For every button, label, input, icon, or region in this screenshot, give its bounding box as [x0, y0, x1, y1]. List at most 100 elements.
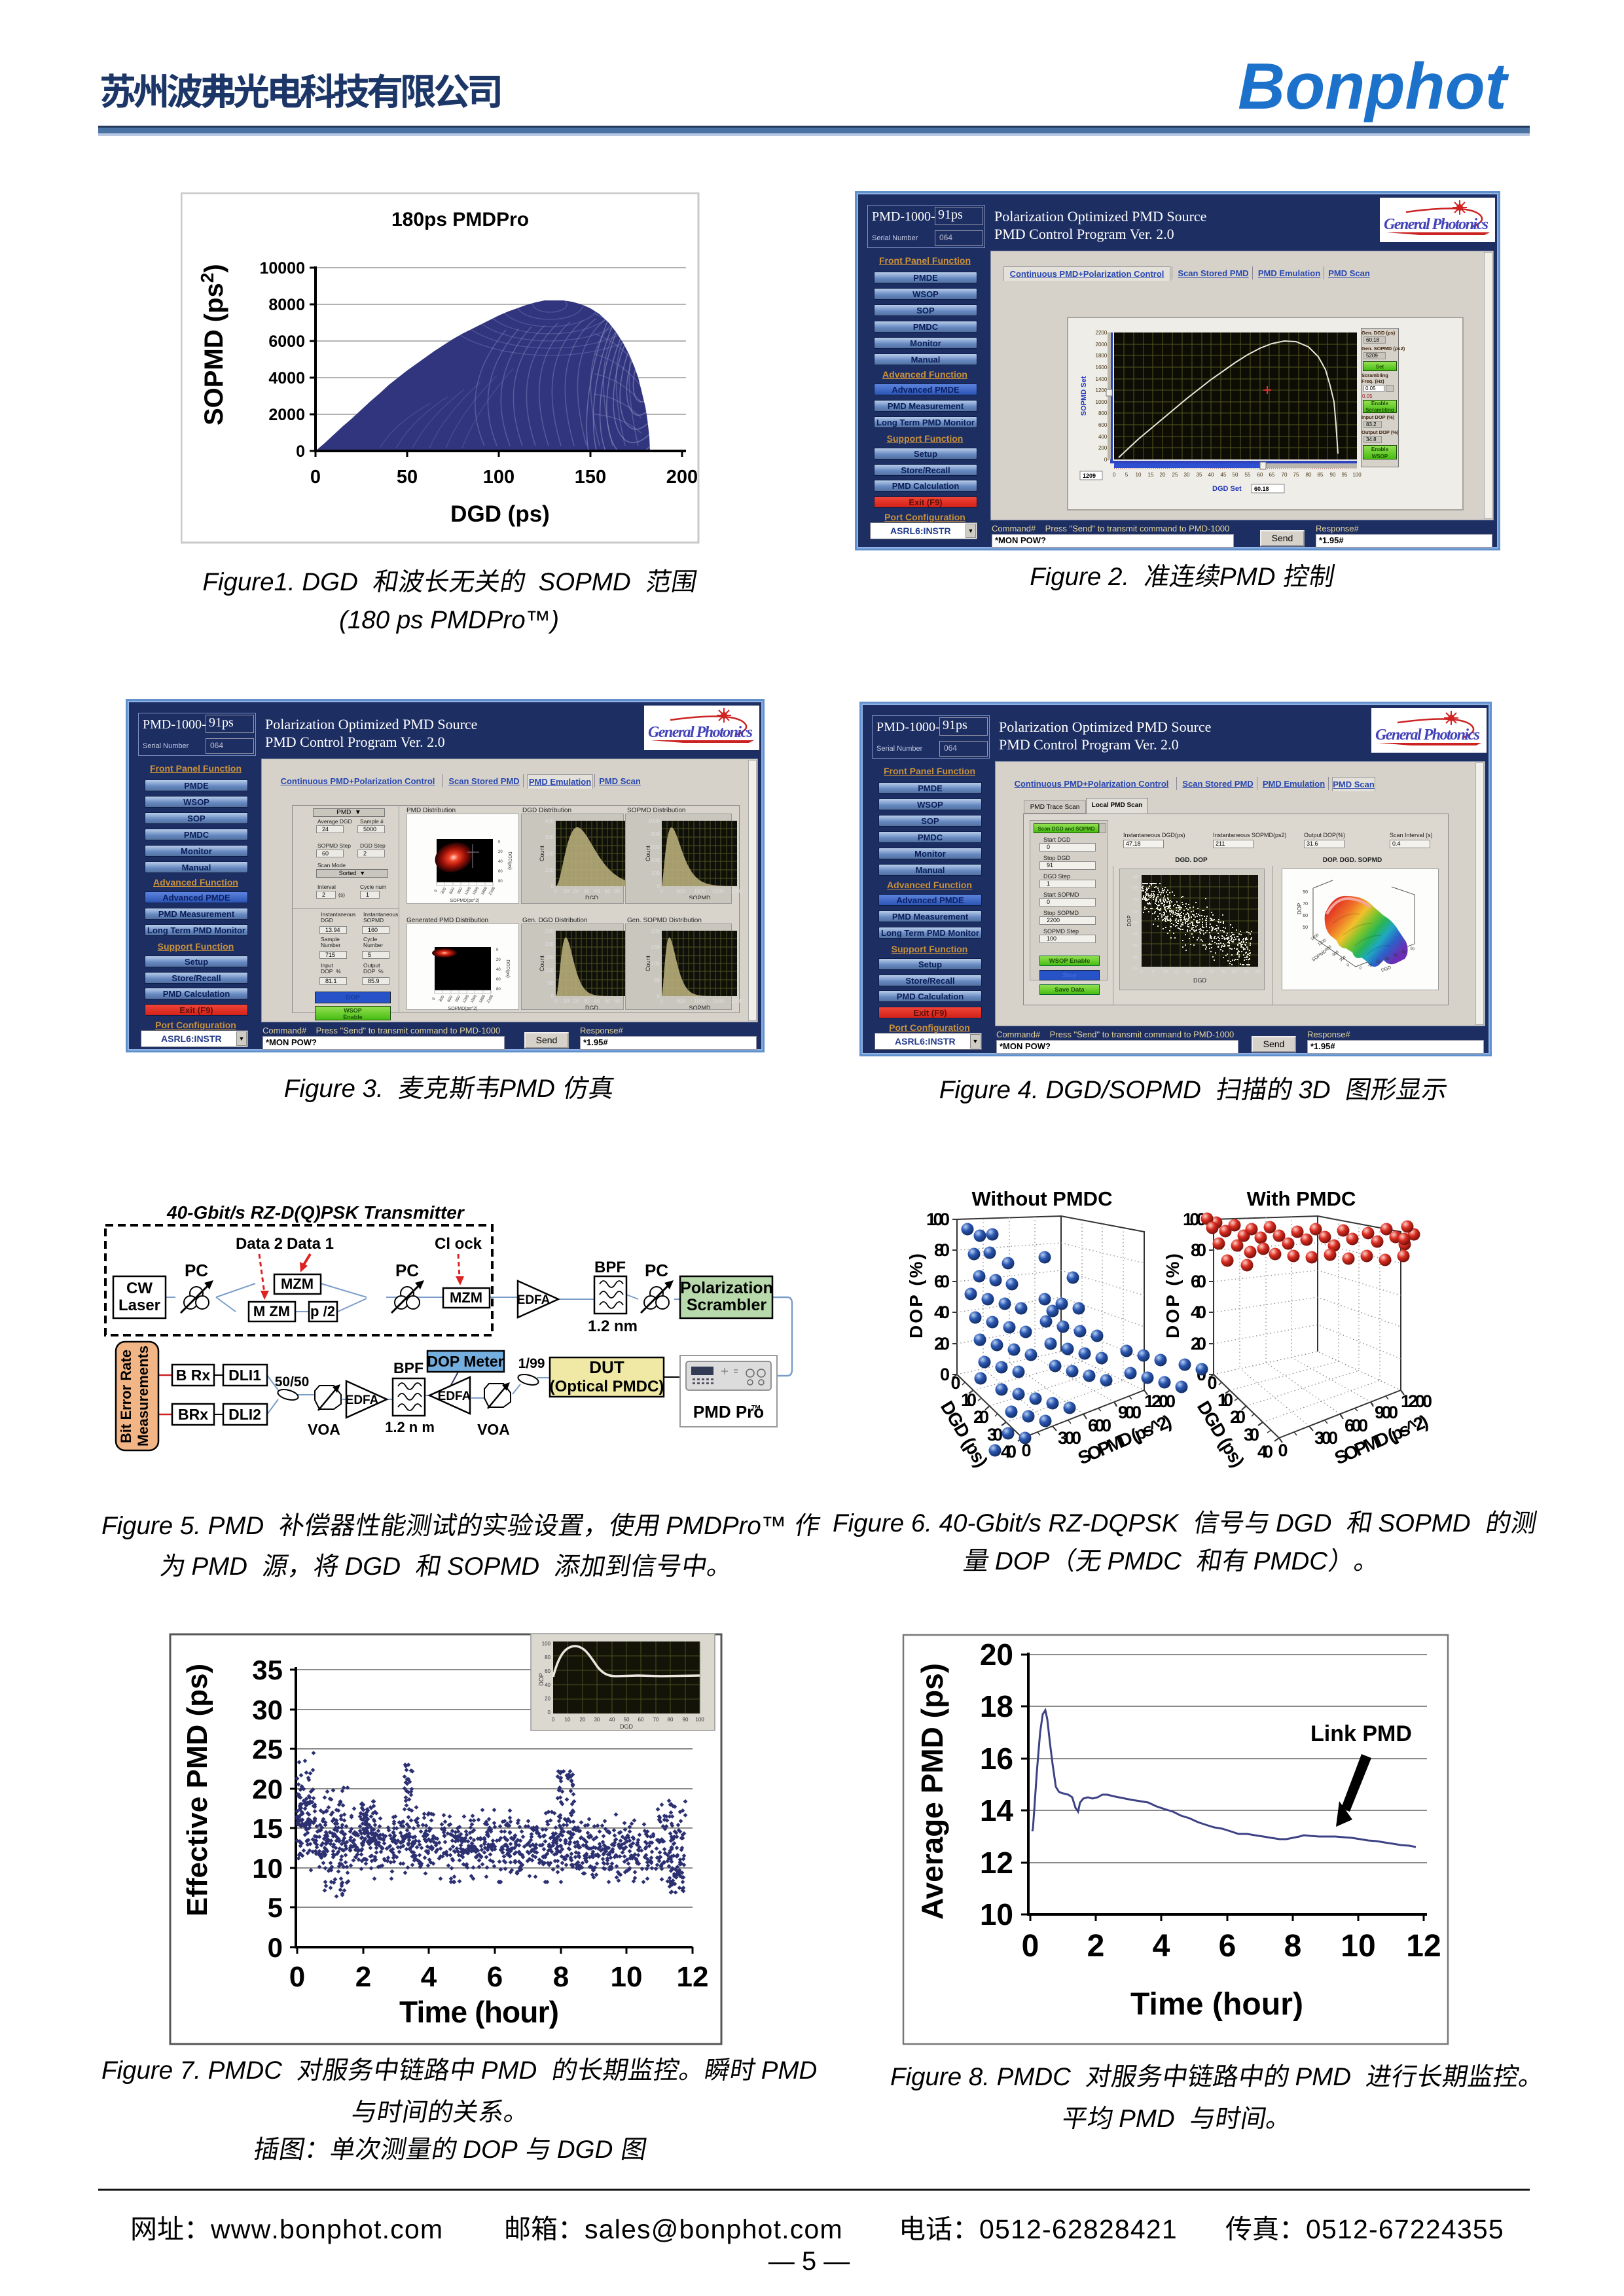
svg-text:BPF: BPF: [393, 1359, 424, 1376]
svg-text:10: 10: [611, 1961, 643, 1993]
svg-text:0: 0: [660, 998, 664, 1004]
svg-text:M ZM: M ZM: [253, 1303, 290, 1319]
svg-text:0: 0: [548, 1710, 551, 1715]
svg-text:70-: 70-: [1132, 898, 1140, 903]
svg-text:0: 0: [1358, 966, 1362, 971]
svg-text:5: 5: [268, 1892, 283, 1923]
svg-text:95: 95: [1342, 472, 1348, 478]
svg-text:40: 40: [1001, 1442, 1017, 1462]
svg-text:0: 0: [950, 1373, 960, 1393]
svg-text:75: 75: [1293, 472, 1299, 478]
svg-text:200: 200: [651, 928, 660, 934]
svg-text:10: 10: [961, 1390, 977, 1410]
svg-text:30: 30: [1244, 1425, 1259, 1444]
svg-text:65: 65: [1269, 472, 1275, 478]
svg-text:40: 40: [609, 1717, 615, 1723]
svg-text:0: 0: [552, 1717, 555, 1723]
svg-text:DGD: DGD: [620, 1723, 634, 1730]
svg-text:100: 100: [1352, 472, 1362, 478]
svg-text:40: 40: [1257, 1442, 1273, 1462]
svg-text:40: 40: [594, 998, 600, 1004]
svg-text:18: 18: [980, 1689, 1013, 1723]
svg-text:DGD: DGD: [1193, 977, 1207, 984]
svg-text:40: 40: [594, 888, 600, 894]
svg-text:0: 0: [1140, 970, 1143, 975]
svg-text:Data 1: Data 1: [287, 1235, 334, 1253]
svg-text:60.18: 60.18: [1254, 486, 1269, 492]
svg-text:1600-: 1600-: [1096, 365, 1110, 370]
svg-text:300: 300: [545, 834, 554, 840]
svg-text:50: 50: [605, 888, 611, 894]
svg-text:80: 80: [934, 1240, 950, 1260]
svg-text:BPF: BPF: [594, 1259, 626, 1276]
svg-text:Bit Error Rate: Bit Error Rate: [118, 1350, 134, 1443]
svg-text:60: 60: [1257, 472, 1263, 478]
svg-text:DLI2: DLI2: [228, 1406, 261, 1423]
svg-text:PC: PC: [645, 1261, 668, 1280]
svg-text:2000: 2000: [731, 998, 742, 1004]
svg-text:20: 20: [573, 998, 579, 1004]
svg-text:100: 100: [542, 1641, 551, 1647]
svg-text:600: 600: [447, 995, 454, 1003]
svg-text:300: 300: [1339, 956, 1347, 963]
svg-text:0: 0: [551, 994, 554, 999]
svg-text:PC: PC: [395, 1261, 419, 1280]
svg-text:1000-: 1000-: [1096, 399, 1110, 405]
svg-text:6: 6: [1219, 1929, 1236, 1964]
svg-text:10: 10: [1341, 1929, 1375, 1964]
svg-text:40-Gbit/s RZ-D(Q)PSK Transmitt: 40-Gbit/s RZ-D(Q)PSK Transmitter: [166, 1202, 465, 1223]
svg-text:25: 25: [1197, 970, 1202, 975]
svg-text:50: 50: [1303, 925, 1308, 930]
svg-text:SOPMD (ps2): SOPMD (ps2): [197, 264, 228, 425]
svg-text:0: 0: [1278, 1441, 1288, 1460]
svg-text:20: 20: [934, 1334, 950, 1354]
svg-text:600-: 600-: [1098, 422, 1109, 428]
svg-text:400-: 400-: [1098, 434, 1109, 440]
svg-text:™: ™: [751, 1404, 761, 1415]
svg-text:1200-: 1200-: [1096, 387, 1110, 393]
svg-text:600: 600: [1344, 1416, 1368, 1435]
svg-text:150: 150: [651, 944, 660, 950]
svg-text:100: 100: [545, 867, 554, 873]
svg-text:20: 20: [496, 958, 501, 962]
svg-text:8: 8: [1284, 1929, 1302, 1964]
svg-text:30-: 30-: [1132, 944, 1140, 948]
svg-text:8: 8: [553, 1961, 569, 1993]
svg-text:CW: CW: [126, 1280, 153, 1297]
svg-text:1200: 1200: [1318, 939, 1327, 947]
svg-text:35: 35: [1197, 472, 1202, 478]
svg-text:5: 5: [1152, 970, 1155, 975]
svg-text:100: 100: [483, 467, 514, 488]
svg-text:Count: Count: [539, 846, 545, 862]
svg-text:0: 0: [940, 1365, 950, 1384]
svg-text:DOP Meter: DOP Meter: [427, 1353, 503, 1370]
svg-text:40: 40: [496, 968, 501, 972]
svg-text:80: 80: [668, 1717, 674, 1723]
svg-text:0: 0: [310, 467, 321, 488]
svg-text:90-: 90-: [1132, 875, 1140, 880]
svg-text:Average PMD (ps): Average PMD (ps): [915, 1663, 949, 1920]
svg-text:0: 0: [1022, 1929, 1039, 1964]
svg-text:60: 60: [498, 870, 503, 874]
svg-text:50-: 50-: [1132, 921, 1140, 925]
svg-text:6000: 6000: [268, 332, 305, 351]
svg-text:Scrambler: Scrambler: [687, 1296, 767, 1314]
svg-text:1200: 1200: [1144, 1391, 1176, 1411]
svg-text:General Photonics: General Photonics: [1375, 726, 1480, 744]
svg-text:0: 0: [657, 884, 660, 889]
svg-text:15: 15: [252, 1813, 283, 1844]
svg-text:10: 10: [565, 1717, 571, 1723]
svg-text:80: 80: [545, 1655, 550, 1660]
svg-text:500: 500: [676, 998, 685, 1004]
svg-text:VOA: VOA: [308, 1421, 340, 1438]
svg-text:2: 2: [355, 1961, 371, 1993]
svg-text:1500: 1500: [470, 994, 478, 1004]
svg-text:60: 60: [615, 888, 621, 894]
svg-text:EDFA: EDFA: [517, 1293, 550, 1307]
svg-text:1400-: 1400-: [1096, 376, 1110, 382]
svg-text:8000: 8000: [268, 296, 305, 314]
svg-text:20: 20: [573, 888, 579, 894]
svg-text:0: 0: [268, 1932, 283, 1963]
svg-text:BRx: BRx: [178, 1406, 208, 1423]
svg-text:50: 50: [654, 977, 660, 983]
